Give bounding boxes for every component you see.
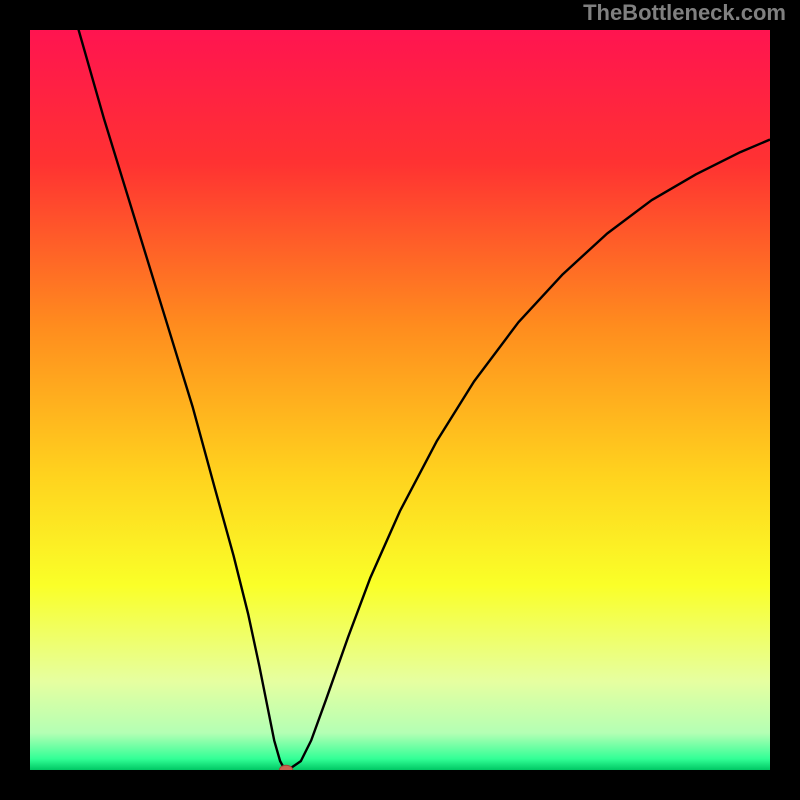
plot-background xyxy=(30,30,770,770)
watermark-text: TheBottleneck.com xyxy=(583,0,786,26)
chart-stage: TheBottleneck.com xyxy=(0,0,800,800)
bottleneck-chart xyxy=(30,30,770,770)
